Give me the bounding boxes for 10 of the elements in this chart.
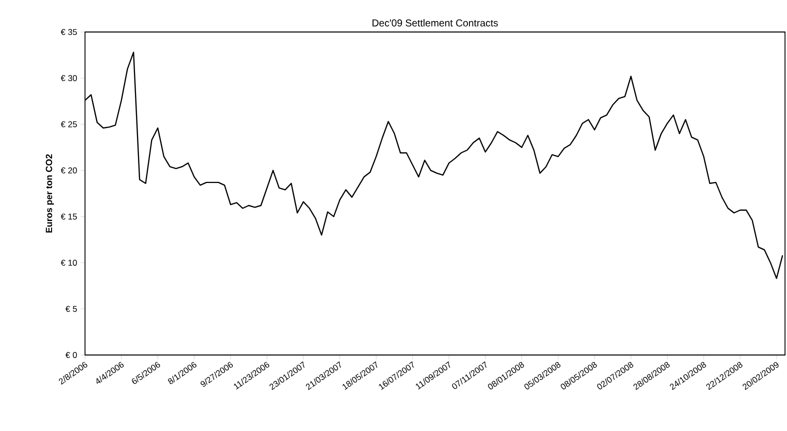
y-tick-label: € 25: [60, 121, 77, 128]
y-tick-label: € 5: [66, 306, 77, 312]
y-tick-label: € 20: [60, 167, 77, 174]
y-axis-title: Euros per ton CO2: [46, 154, 54, 233]
y-tick-label: € 0: [66, 352, 77, 358]
y-tick-label: € 10: [60, 260, 77, 266]
chart-title: Dec'09 Settlement Contracts: [372, 19, 498, 26]
y-tick-label: € 15: [60, 214, 77, 220]
y-tick-label: € 30: [60, 75, 77, 82]
y-tick-label: € 35: [60, 29, 77, 35]
